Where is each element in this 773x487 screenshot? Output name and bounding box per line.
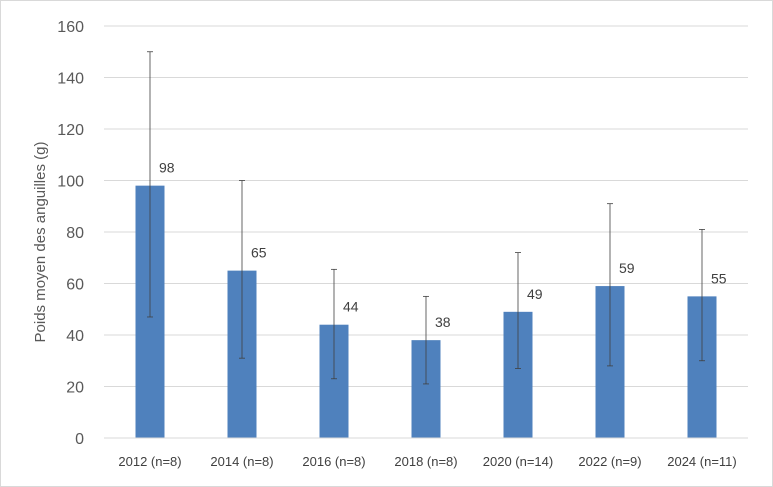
y-axis-tick-labels: 0 20 40 60 80 100 120 140 160 [57, 19, 84, 448]
x-tick-label: 2016 (n=8) [302, 454, 365, 469]
y-tick-label: 60 [66, 277, 84, 294]
y-axis-title: Poids moyen des anguilles (g) [32, 142, 49, 343]
y-tick-label: 0 [75, 431, 84, 448]
y-tick-label: 100 [57, 174, 84, 191]
x-tick-label: 2018 (n=8) [394, 454, 457, 469]
x-tick-label: 2014 (n=8) [210, 454, 273, 469]
data-label: 65 [251, 245, 267, 261]
data-label: 59 [619, 260, 635, 276]
y-tick-label: 140 [57, 71, 84, 88]
data-label: 98 [159, 160, 175, 176]
y-tick-label: 40 [66, 328, 84, 345]
x-axis-category-labels: 2012 (n=8) 2014 (n=8) 2016 (n=8) 2018 (n=8)… [118, 454, 736, 469]
error-bars [147, 51, 705, 385]
x-tick-label: 2024 (n=11) [667, 454, 737, 469]
y-tick-label: 160 [57, 19, 84, 36]
x-tick-label: 2020 (n=14) [483, 454, 553, 469]
x-tick-label: 2012 (n=8) [118, 454, 181, 469]
data-label: 55 [711, 270, 727, 286]
data-label: 44 [343, 299, 359, 315]
y-tick-label: 120 [57, 122, 84, 139]
data-label: 49 [527, 286, 543, 302]
data-label: 38 [435, 314, 451, 330]
data-labels: 98 65 44 38 49 59 55 [159, 160, 727, 331]
y-tick-label: 80 [66, 225, 84, 242]
gridlines [104, 25, 748, 387]
x-tick-label: 2022 (n=9) [578, 454, 641, 469]
y-tick-label: 20 [66, 380, 84, 397]
